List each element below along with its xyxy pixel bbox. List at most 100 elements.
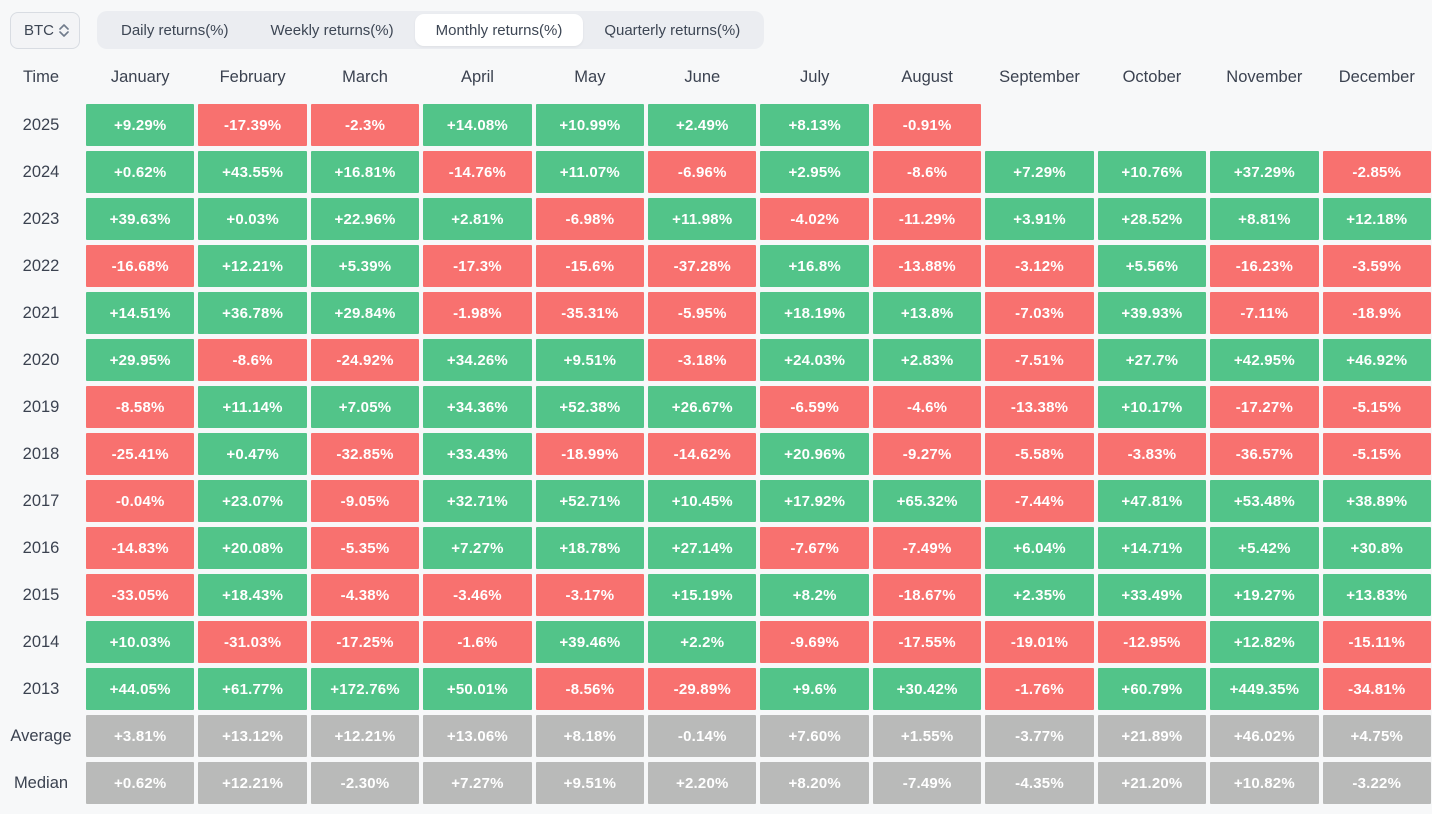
row-label-median: Median [13, 773, 69, 792]
return-cell: +10.17% [1097, 386, 1207, 428]
return-cell: -8.6% [198, 339, 307, 381]
return-cell: -5.15% [1322, 386, 1431, 428]
return-cell: +27.7% [1097, 339, 1207, 381]
row-label-2022: 2022 [22, 256, 60, 275]
tab-daily-returns[interactable]: Daily returns(%) [121, 21, 229, 39]
return-cell: +28.52% [1097, 198, 1207, 240]
return-cell: +0.62% [86, 151, 195, 193]
return-cell: -6.98% [535, 198, 645, 240]
return-cell: -7.49% [872, 762, 982, 804]
column-header-march: March [342, 67, 388, 86]
return-cell: +19.27% [1210, 574, 1319, 616]
return-cell: +12.21% [198, 245, 307, 287]
empty-cell [1323, 104, 1431, 146]
row-label-2025: 2025 [22, 115, 60, 134]
return-cell: -3.46% [423, 574, 532, 616]
return-cell: +47.81% [1097, 480, 1207, 522]
return-cell: +33.43% [423, 433, 532, 475]
return-cell: +13.83% [1322, 574, 1431, 616]
return-cell: +50.01% [423, 668, 532, 710]
return-cell: +9.6% [760, 668, 869, 710]
return-cell: -5.15% [1322, 433, 1431, 475]
return-cell: +2.83% [872, 339, 982, 381]
return-cell: -13.88% [872, 245, 982, 287]
return-cell: -4.38% [310, 574, 420, 616]
return-cell: +2.35% [985, 574, 1094, 616]
return-cell: +3.91% [985, 198, 1094, 240]
return-cell: +12.21% [310, 715, 420, 757]
return-cell: +9.51% [535, 339, 645, 381]
return-cell: -29.89% [648, 668, 757, 710]
tab-monthly-returns[interactable]: Monthly returns(%) [414, 14, 584, 46]
return-cell: -5.95% [648, 292, 757, 334]
return-cell: +172.76% [310, 668, 420, 710]
column-header-july: July [800, 67, 830, 86]
return-cell: +11.98% [648, 198, 757, 240]
return-cell: +10.76% [1097, 151, 1207, 193]
return-cell: -3.22% [1322, 762, 1431, 804]
return-cell: +6.04% [985, 527, 1094, 569]
row-label-2016: 2016 [22, 538, 60, 557]
column-header-april: April [460, 67, 494, 86]
returns-table: Time January February March April May June July… [0, 55, 1432, 804]
row-label-2023: 2023 [22, 209, 60, 228]
column-header-december: December [1338, 67, 1415, 86]
return-cell: -3.12% [985, 245, 1094, 287]
return-cell: -8.58% [86, 386, 195, 428]
return-cell: +17.92% [760, 480, 869, 522]
return-cell: +34.26% [423, 339, 532, 381]
return-cell: -11.29% [872, 198, 982, 240]
return-cell: -3.17% [535, 574, 645, 616]
return-cell: +9.29% [86, 104, 195, 146]
symbol-label: BTC [24, 21, 54, 39]
tab-weekly-returns[interactable]: Weekly returns(%) [270, 21, 394, 39]
return-cell: +10.82% [1210, 762, 1319, 804]
return-cell: +43.55% [198, 151, 307, 193]
return-cell: +0.62% [86, 762, 195, 804]
row-label-average: Average [10, 726, 72, 745]
return-cell: -8.6% [872, 151, 982, 193]
return-cell: +27.14% [648, 527, 757, 569]
toolbar: BTC Daily returns(%) Weekly returns(%) Mon… [0, 0, 1432, 49]
return-cell: +18.78% [535, 527, 645, 569]
return-cell: -24.92% [310, 339, 420, 381]
return-cell: -34.81% [1322, 668, 1431, 710]
return-cell: +23.07% [198, 480, 307, 522]
return-cell: +44.05% [86, 668, 195, 710]
return-cell: -14.83% [86, 527, 195, 569]
return-cell: +2.81% [423, 198, 532, 240]
return-cell: +4.75% [1322, 715, 1431, 757]
return-cell: +16.81% [310, 151, 420, 193]
row-label-2017: 2017 [22, 491, 60, 510]
return-cell: +52.38% [535, 386, 645, 428]
return-cell: -12.95% [1097, 621, 1207, 663]
return-cell: -9.69% [760, 621, 869, 663]
return-cell: -17.25% [310, 621, 420, 663]
return-cell: +7.05% [310, 386, 420, 428]
return-cell: -2.85% [1322, 151, 1431, 193]
tab-quarterly-returns[interactable]: Quarterly returns(%) [604, 21, 741, 39]
return-cell: +60.79% [1097, 668, 1207, 710]
return-cell: -7.67% [760, 527, 869, 569]
return-cell: +29.84% [310, 292, 420, 334]
return-cell: -3.59% [1322, 245, 1431, 287]
return-cell: -2.30% [310, 762, 420, 804]
return-cell: +3.81% [86, 715, 195, 757]
return-cell: -15.11% [1322, 621, 1431, 663]
row-label-2021: 2021 [22, 303, 60, 322]
return-cell: +26.67% [648, 386, 757, 428]
return-cell: +52.71% [535, 480, 645, 522]
return-cell: +8.2% [760, 574, 869, 616]
updown-arrows-icon [59, 23, 69, 37]
row-label-2018: 2018 [22, 444, 60, 463]
return-cell: +2.49% [648, 104, 757, 146]
return-cell: +46.92% [1322, 339, 1431, 381]
return-cell: -16.23% [1210, 245, 1319, 287]
return-cell: +0.03% [198, 198, 307, 240]
return-cell: +8.18% [535, 715, 645, 757]
symbol-select[interactable]: BTC [10, 11, 80, 49]
return-cell: -35.31% [535, 292, 645, 334]
empty-cell [1098, 104, 1206, 146]
column-header-time: Time [22, 67, 60, 86]
